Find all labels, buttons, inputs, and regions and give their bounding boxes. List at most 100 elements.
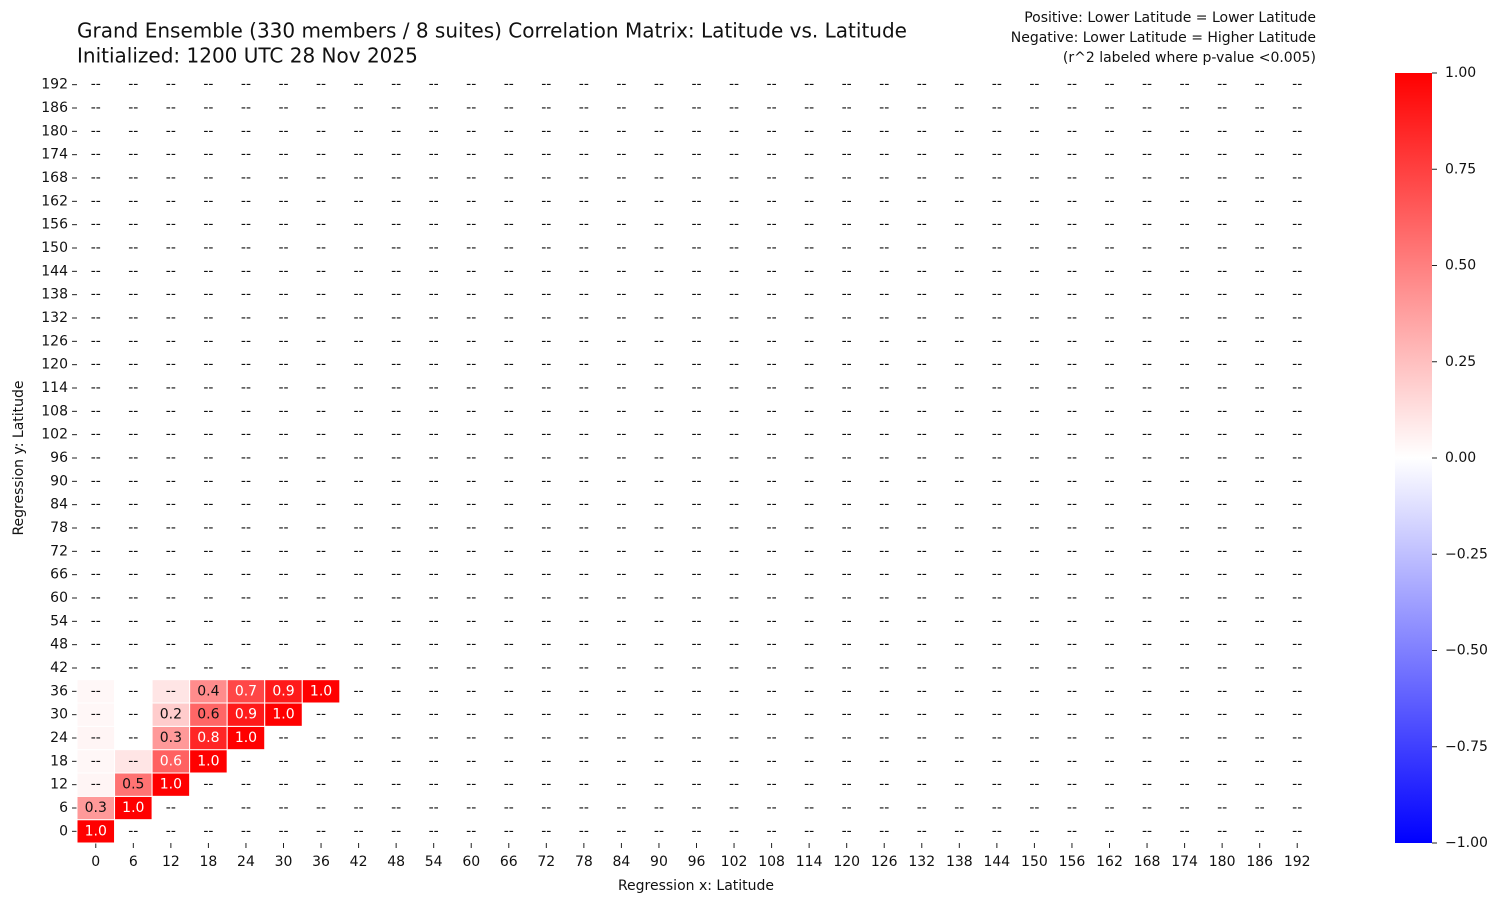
- cell-label: --: [1142, 613, 1152, 629]
- cell-label: --: [1104, 287, 1114, 303]
- cell-label: --: [842, 403, 852, 419]
- cell-label: --: [1292, 217, 1302, 233]
- cell-label: --: [278, 403, 288, 419]
- cell-label: --: [466, 100, 476, 116]
- cell-label: --: [917, 473, 927, 489]
- cell-label: --: [166, 497, 176, 513]
- cell-label: --: [767, 333, 777, 349]
- cell-label: --: [128, 683, 138, 699]
- cell-label: --: [354, 800, 364, 816]
- cell-label: --: [654, 753, 664, 769]
- cell-label: --: [203, 520, 213, 536]
- cell-label: --: [316, 590, 326, 606]
- colorbar-tick-label: −0.50: [1445, 643, 1488, 659]
- cell-label: --: [729, 660, 739, 676]
- cell-label: --: [166, 193, 176, 209]
- cell-label: --: [654, 427, 664, 443]
- cell-label: --: [992, 380, 1002, 396]
- x-tick-label: 54: [425, 854, 443, 870]
- cell-label: --: [541, 310, 551, 326]
- cell-label: --: [691, 287, 701, 303]
- cell-label: --: [1217, 777, 1227, 793]
- cell-label: --: [1029, 287, 1039, 303]
- cell-label: --: [1029, 497, 1039, 513]
- cell-label: --: [842, 100, 852, 116]
- cell-label: --: [1217, 590, 1227, 606]
- y-tick-label: 186: [41, 100, 68, 116]
- cell-label: --: [616, 217, 626, 233]
- cell-label: --: [391, 357, 401, 373]
- cell-label: --: [616, 520, 626, 536]
- cell-label: --: [616, 800, 626, 816]
- cell-label: --: [1104, 730, 1114, 746]
- cell-label: --: [1104, 357, 1114, 373]
- cell-label: --: [954, 427, 964, 443]
- cell-label: --: [842, 800, 852, 816]
- cell-label: --: [1029, 823, 1039, 839]
- cell-label: --: [767, 473, 777, 489]
- cell-label: --: [1180, 333, 1190, 349]
- y-tick-label: 66: [50, 567, 68, 583]
- cell-label: --: [391, 497, 401, 513]
- cell-label: --: [767, 660, 777, 676]
- cell-label: --: [767, 193, 777, 209]
- cell-label: --: [1180, 800, 1190, 816]
- cell-label: --: [316, 217, 326, 233]
- cell-label: --: [203, 357, 213, 373]
- cell-label: --: [1104, 123, 1114, 139]
- cell-label: --: [541, 730, 551, 746]
- colorbar-tick-label: 0.00: [1445, 450, 1476, 466]
- cell-label: --: [729, 193, 739, 209]
- cell-label: --: [654, 683, 664, 699]
- cell-label: --: [429, 683, 439, 699]
- cell-label: --: [504, 613, 514, 629]
- cell-label: --: [579, 170, 589, 186]
- cell-label: --: [579, 450, 589, 466]
- x-tick-label: 162: [1096, 854, 1123, 870]
- cell-label: --: [1067, 823, 1077, 839]
- cell-label: --: [1067, 287, 1077, 303]
- cell-label: --: [691, 683, 701, 699]
- cell-label: --: [616, 240, 626, 256]
- colorbar: [1395, 73, 1432, 843]
- cell-label: --: [954, 193, 964, 209]
- cell-label: --: [917, 613, 927, 629]
- cell-label: --: [1067, 333, 1077, 349]
- cell-label: --: [1142, 217, 1152, 233]
- cell-label: --: [992, 287, 1002, 303]
- cell-label: --: [1029, 100, 1039, 116]
- cell-label: --: [504, 380, 514, 396]
- cell-label: --: [278, 123, 288, 139]
- cell-label: --: [128, 450, 138, 466]
- cell-label: --: [91, 100, 101, 116]
- cell-label: --: [391, 473, 401, 489]
- cell-label: --: [316, 310, 326, 326]
- cell-label: --: [879, 217, 889, 233]
- cell-label: --: [1142, 753, 1152, 769]
- cell-label: --: [992, 567, 1002, 583]
- annotation: Negative: Lower Latitude = Higher Latitu…: [1011, 30, 1316, 46]
- cell-label: --: [954, 777, 964, 793]
- cell-label: --: [391, 613, 401, 629]
- cell-label: --: [954, 683, 964, 699]
- cell-label: --: [203, 287, 213, 303]
- x-tick-label: 138: [946, 854, 973, 870]
- y-tick-label: 36: [50, 683, 68, 699]
- x-tick-label: 72: [537, 854, 555, 870]
- cell-label: --: [1255, 310, 1265, 326]
- cell-label: --: [616, 357, 626, 373]
- cell-label: --: [541, 637, 551, 653]
- cell-label: --: [241, 753, 251, 769]
- cell-label: --: [504, 403, 514, 419]
- cell-label: --: [992, 427, 1002, 443]
- cell-label: --: [278, 520, 288, 536]
- cell-label: --: [541, 123, 551, 139]
- cell-label: --: [954, 730, 964, 746]
- cell-label: --: [767, 170, 777, 186]
- cell-label: --: [729, 800, 739, 816]
- cell-label: --: [128, 287, 138, 303]
- cell-label: --: [504, 310, 514, 326]
- cell-label: --: [1292, 310, 1302, 326]
- cell-label: --: [504, 590, 514, 606]
- cell-label: --: [767, 217, 777, 233]
